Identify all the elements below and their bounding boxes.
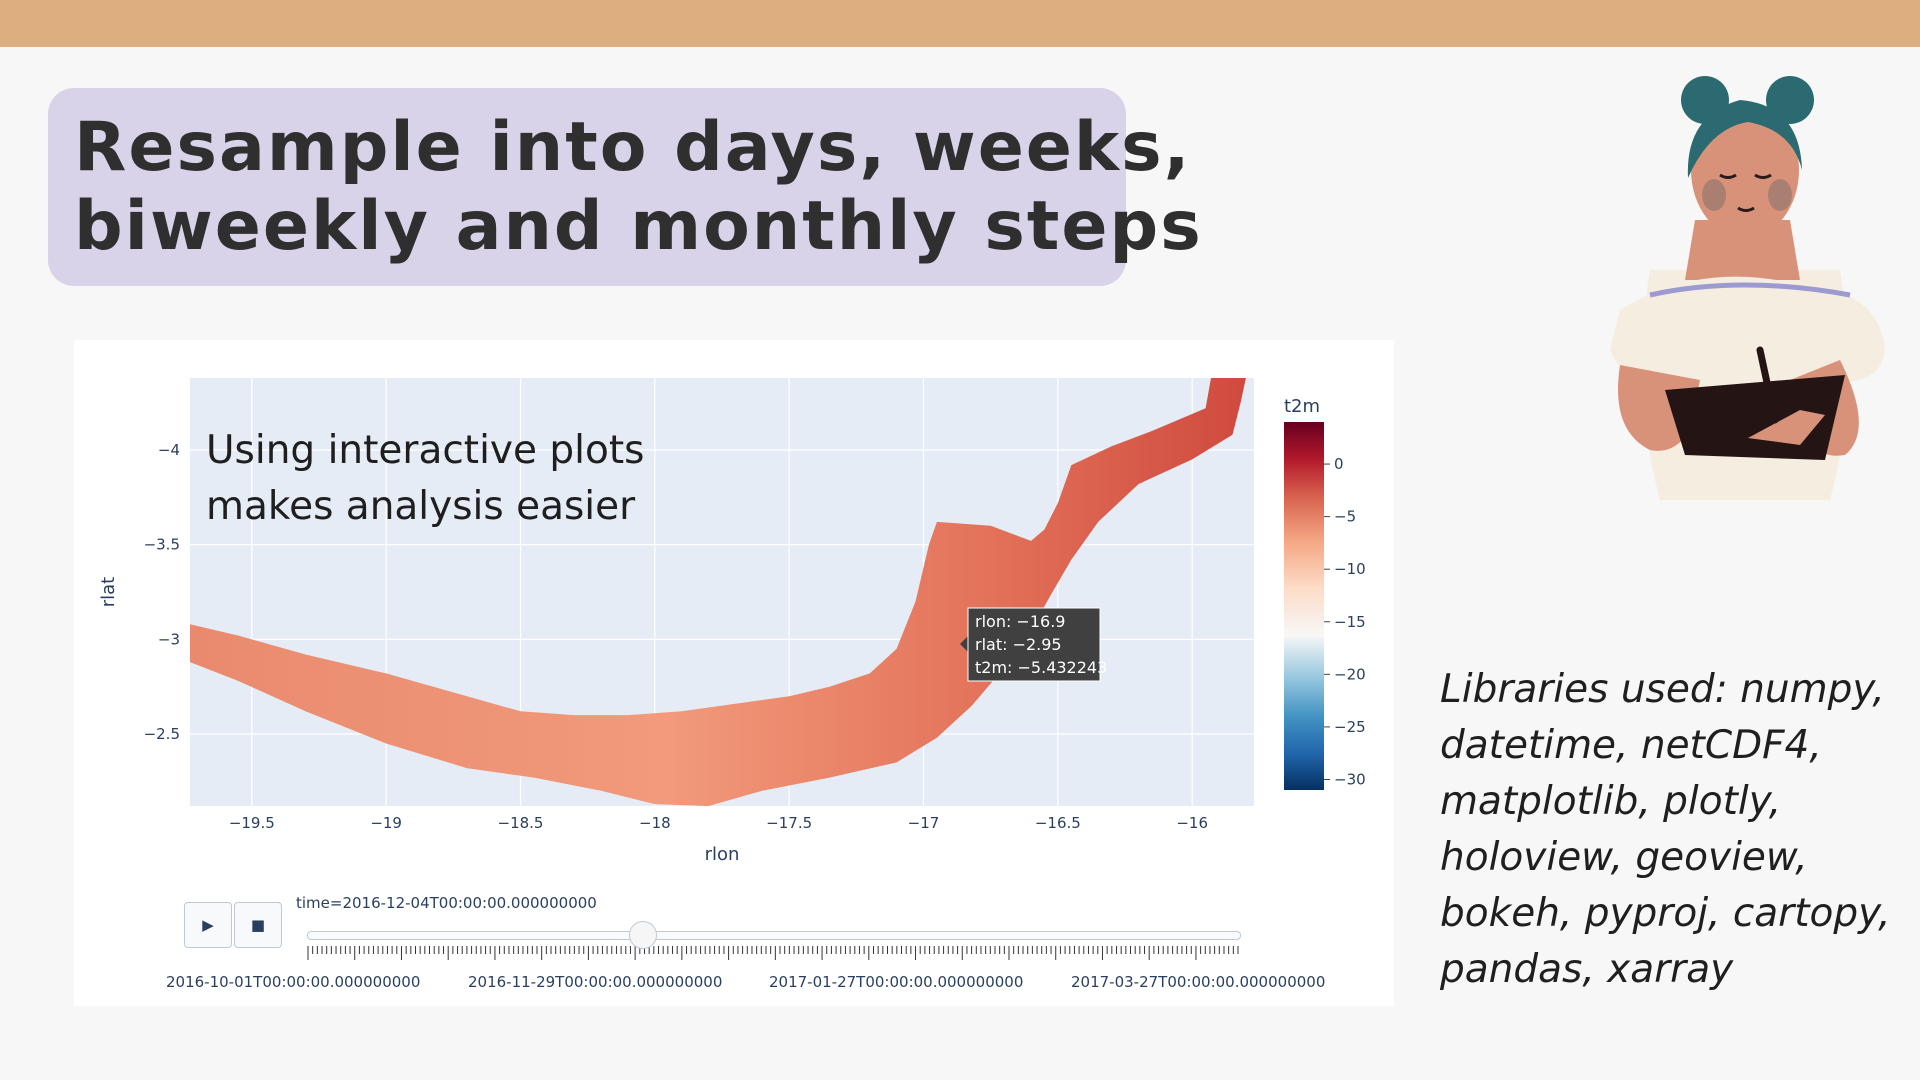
- x-tick-label: −17.5: [766, 814, 812, 832]
- title-banner: [48, 88, 1126, 286]
- colorbar-tick-label: 0: [1334, 455, 1344, 473]
- time-slider-handle[interactable]: [628, 921, 657, 949]
- x-tick-label: −18.5: [498, 814, 544, 832]
- colorbar-tick-label: −10: [1334, 560, 1366, 578]
- woman-writing-in-notebook-illustration: [1610, 76, 1885, 500]
- colorbar: [1284, 422, 1324, 790]
- region-layer: [190, 378, 1246, 806]
- libraries-line-2: datetime, netCDF4,: [1440, 723, 1822, 768]
- x-tick-labels: −19.5 −19 −18.5 −18 −17.5 −17 −16.5 −16: [229, 814, 1208, 832]
- colorbar-tick-label: −30: [1334, 770, 1366, 788]
- time-slider-track[interactable]: [307, 931, 1241, 940]
- time-step-label: 2017-01-27T00:00:00.000000000: [769, 973, 1024, 991]
- y-axis-title: rlat: [98, 577, 119, 608]
- annotation-line-1: Using interactive plots: [206, 428, 644, 473]
- slide-title: Resample into days, weeks, biweekly and …: [74, 108, 1203, 266]
- time-step-label: 2016-11-29T00:00:00.000000000: [468, 973, 723, 991]
- x-tick-label: −19.5: [229, 814, 275, 832]
- slide-title-line-1: Resample into days, weeks,: [74, 108, 1192, 187]
- libraries-line-6: pandas, xarray: [1440, 947, 1734, 992]
- y-tick-labels: −4 −3.5 −3 −2.5: [144, 441, 180, 743]
- colorbar-tick-label: −20: [1334, 665, 1366, 683]
- play-button[interactable]: ▶: [184, 902, 232, 948]
- colorbar-title: t2m: [1284, 396, 1320, 417]
- tooltip-t2m: t2m: −5.432243: [975, 658, 1107, 677]
- time-slider-ticks: [307, 946, 1239, 960]
- y-tick-label: −3: [158, 630, 180, 648]
- colorbar-tick-label: −5: [1334, 508, 1356, 526]
- x-tick-label: −16: [1176, 814, 1208, 832]
- libraries-line-4: holoview, geoview,: [1440, 835, 1808, 880]
- tooltip-rlat: rlat: −2.95: [975, 635, 1062, 654]
- top-accent-bar: [0, 0, 1920, 47]
- y-tick-label: −2.5: [144, 725, 180, 743]
- heatmap-plot[interactable]: −19.5 −19 −18.5 −18 −17.5 −17 −16.5 −16 −4 −3.5−…: [74, 340, 1394, 1006]
- colorbar-tick-label: −25: [1334, 718, 1366, 736]
- x-tick-label: −16.5: [1035, 814, 1081, 832]
- x-tick-label: −17: [908, 814, 940, 832]
- time-slider-current-label: time=2016-12-04T00:00:00.000000000: [296, 894, 597, 912]
- stop-button[interactable]: ■: [234, 902, 282, 948]
- tooltip-rlon: rlon: −16.9: [975, 612, 1065, 631]
- stop-icon: ■: [250, 916, 266, 934]
- colorbar-ticks: 0 −5 −10 −15 −20 −25 −30: [1324, 455, 1366, 788]
- x-tick-label: −18: [639, 814, 671, 832]
- time-step-label: 2016-10-01T00:00:00.000000000: [166, 973, 421, 991]
- hover-tooltip: rlon: −16.9 rlat: −2.95 t2m: −5.432243: [960, 607, 1107, 682]
- x-axis-title: rlon: [705, 844, 740, 865]
- libraries-line-1: Libraries used: numpy,: [1440, 667, 1885, 712]
- slide-title-line-2: biweekly and monthly steps: [74, 187, 1203, 266]
- temperature-region[interactable]: [190, 378, 1246, 806]
- annotation-line-2: makes analysis easier: [206, 484, 636, 529]
- libraries-list: Libraries used: numpy, datetime, netCDF4…: [1440, 662, 1910, 998]
- y-tick-label: −4: [158, 441, 180, 459]
- time-step-label: 2017-03-27T00:00:00.000000000: [1071, 973, 1326, 991]
- x-tick-label: −19: [370, 814, 402, 832]
- libraries-line-3: matplotlib, plotly,: [1440, 779, 1782, 824]
- play-icon: ▶: [202, 916, 214, 934]
- heatmap-svg[interactable]: −19.5 −19 −18.5 −18 −17.5 −17 −16.5 −16 −4−3.5−…: [74, 340, 1394, 1006]
- libraries-line-5: bokeh, pyproj, cartopy,: [1440, 891, 1891, 936]
- y-tick-label: −3.5: [144, 536, 180, 554]
- colorbar-tick-label: −15: [1334, 613, 1366, 631]
